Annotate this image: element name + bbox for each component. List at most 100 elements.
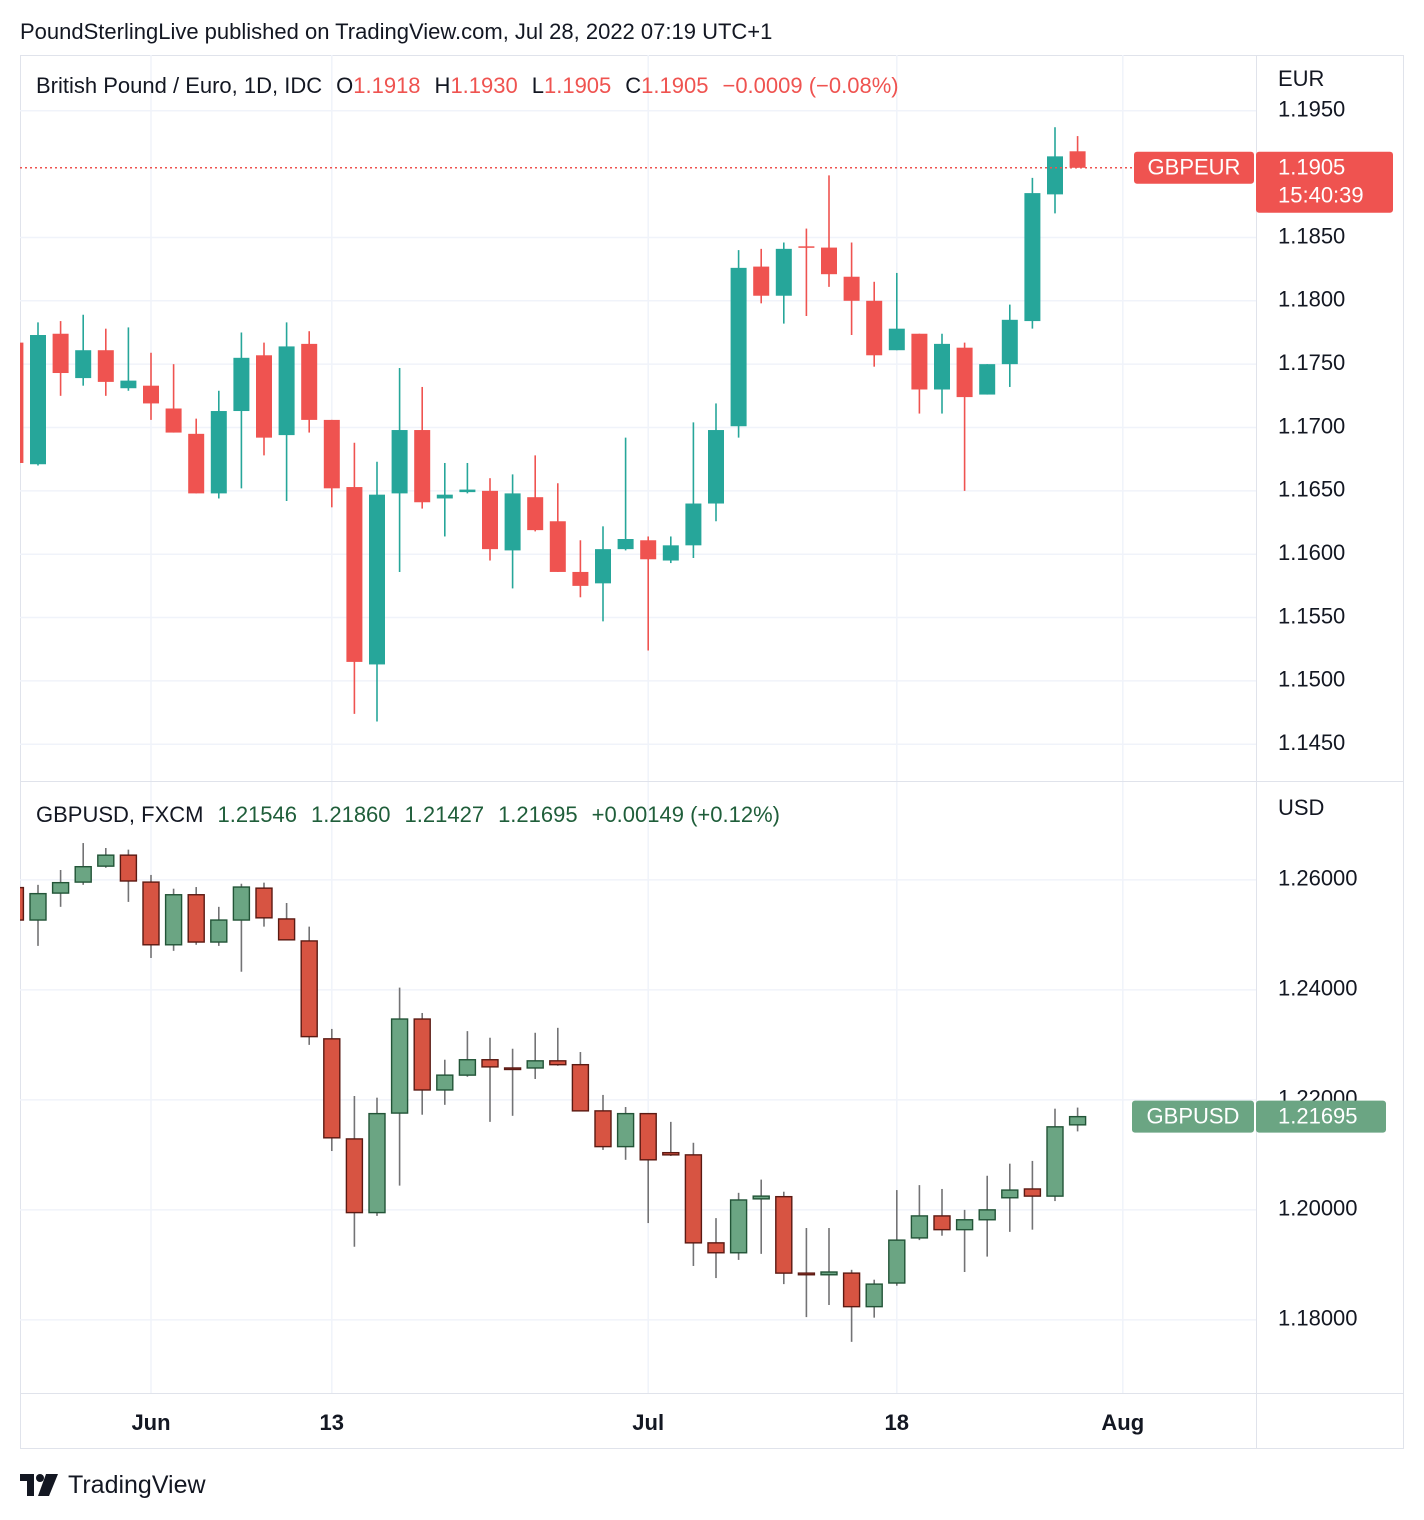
- candle-body: [436, 1074, 454, 1091]
- candle-body: [842, 1272, 861, 1308]
- legend-key: O: [336, 73, 354, 98]
- candle-body: [797, 1272, 816, 1276]
- publish-header: PoundSterlingLive published on TradingVi…: [20, 19, 773, 44]
- candle-body: [436, 494, 453, 499]
- y-tick-label: 1.26000: [1278, 866, 1358, 891]
- symbol-tag-label: GBPEUR: [1148, 155, 1241, 180]
- y-tick-label: 1.18000: [1278, 1306, 1358, 1331]
- candle-body: [955, 1219, 974, 1231]
- candle-body: [956, 347, 973, 398]
- candle-body: [458, 1059, 477, 1076]
- candle-body: [1001, 319, 1018, 365]
- candle-body: [413, 1018, 431, 1091]
- candle-body: [549, 1060, 567, 1066]
- frame: [20, 55, 1404, 1449]
- legend-value: 1.21427: [404, 802, 485, 827]
- symbol-tag-label: GBPUSD: [1147, 1103, 1240, 1128]
- axis-labels: EUR USD Jun 13 Jul 18 Aug 1.1450 1.1500 1.1550 1…: [131, 66, 1357, 1435]
- candle-body: [97, 350, 114, 382]
- candle-body: [888, 328, 905, 351]
- y-tick-label: 1.1750: [1278, 350, 1345, 375]
- candle-body: [164, 894, 183, 946]
- candle-body: [662, 545, 679, 561]
- y-tick-label: 1.20000: [1278, 1196, 1358, 1221]
- candle-body: [1024, 193, 1041, 322]
- candle-body: [369, 494, 385, 665]
- candle-body: [798, 246, 815, 248]
- candle-body: [1069, 151, 1086, 168]
- candle-body: [640, 540, 657, 560]
- candle-body: [753, 266, 770, 296]
- candle-body: [142, 881, 160, 946]
- candle-body: [233, 357, 250, 412]
- candle-body: [1023, 1188, 1042, 1197]
- candle-body: [51, 881, 70, 894]
- candle-body: [323, 419, 340, 489]
- candle-body: [594, 1110, 612, 1148]
- candle-body: [1047, 156, 1063, 195]
- candle-body: [775, 1195, 793, 1274]
- candle-body: [255, 887, 273, 919]
- symbol-tag: [1132, 1100, 1254, 1133]
- price-unit: EUR: [1278, 66, 1324, 91]
- countdown-label: 15:40:39: [1278, 183, 1364, 208]
- legend-change: −0.0009 (−0.08%): [722, 73, 899, 98]
- candle-body: [52, 333, 69, 374]
- candle-body: [866, 300, 883, 356]
- legend-value: 1.21860: [311, 802, 391, 827]
- y-tick-label: 1.1550: [1278, 603, 1345, 628]
- candle-body: [752, 1195, 770, 1200]
- legend-value: 1.1905: [641, 73, 709, 98]
- legend-title: British Pound / Euro, 1D, IDC: [36, 73, 323, 98]
- candle-body: [662, 1151, 680, 1156]
- candle-body: [616, 1112, 635, 1148]
- legend: GBPUSD, FXCM 1.21546 1.21860 1.21427 1.2…: [36, 801, 780, 829]
- legend-key: H: [434, 73, 451, 98]
- logo: [20, 1474, 58, 1496]
- candle-body: [707, 1242, 725, 1254]
- candle-body: [323, 1038, 341, 1139]
- candle-body: [345, 1138, 364, 1214]
- x-tick-label: 13: [320, 1410, 344, 1435]
- candle-body: [730, 267, 747, 427]
- candle-body: [20, 886, 25, 921]
- symbol-tag: [1134, 151, 1254, 184]
- legend-key: C: [625, 73, 642, 98]
- candle-body: [97, 854, 115, 867]
- legend-value: 1.1905: [543, 73, 612, 98]
- candle-body: [888, 1239, 906, 1284]
- price-tag-label: 1.21695: [1278, 1103, 1358, 1128]
- candle-body: [278, 346, 295, 436]
- price-tags: GBPEUR 1.1905 15:40:39 GBPUSD 1.21695: [20, 151, 1393, 1133]
- candle-body: [572, 571, 589, 586]
- candle-body: [188, 433, 205, 494]
- candle-body: [75, 350, 92, 379]
- candle-body: [1068, 1115, 1087, 1126]
- candle-body: [978, 1209, 996, 1221]
- candle-body: [979, 364, 996, 395]
- candle-body: [639, 1112, 657, 1161]
- candle-body: [390, 1018, 409, 1114]
- legend-key: L: [531, 73, 544, 98]
- price-tag: [1256, 1100, 1386, 1133]
- candle-body: [503, 1067, 522, 1071]
- candle-body: [300, 940, 318, 1038]
- legend-value: 1.1930: [450, 73, 518, 98]
- y-tick-label: 1.24000: [1278, 976, 1358, 1001]
- candle-body: [119, 854, 138, 882]
- candles: [20, 127, 1086, 722]
- candles: [20, 843, 1087, 1342]
- y-tick-label: 1.1450: [1278, 730, 1345, 755]
- y-tick-label: 1.1700: [1278, 413, 1345, 438]
- candle-body: [143, 385, 159, 404]
- x-tick-label: Jul: [632, 1410, 664, 1435]
- price-tag-label: 1.1905: [1278, 155, 1345, 180]
- candle-body: [934, 343, 950, 390]
- y-tick-label: 1.1650: [1278, 477, 1345, 502]
- candle-body: [911, 333, 928, 390]
- candle-body: [865, 1283, 883, 1308]
- candle-body: [1046, 1126, 1064, 1197]
